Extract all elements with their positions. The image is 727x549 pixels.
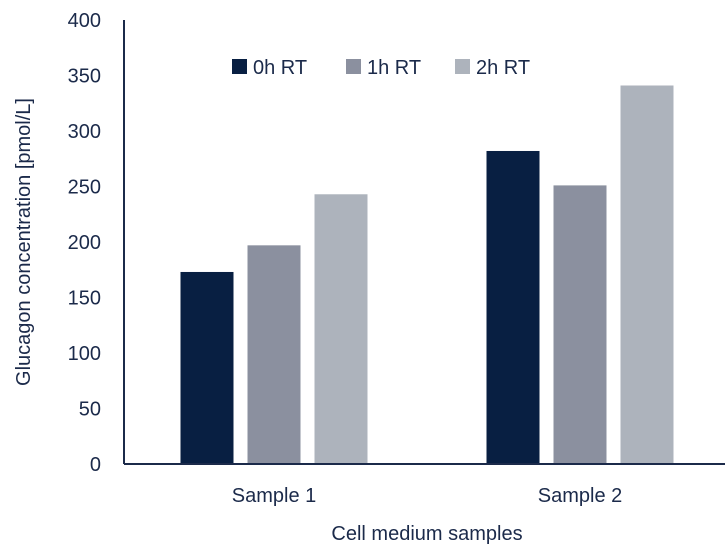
bar-2h-rt-sample-1 xyxy=(314,194,368,464)
legend-label: 2h RT xyxy=(476,57,530,79)
y-tick-label: 100 xyxy=(68,343,101,365)
y-tick-label: 250 xyxy=(68,177,101,199)
y-tick-label: 200 xyxy=(68,232,101,254)
x-tick-label: Sample 1 xyxy=(232,485,317,507)
y-tick-label: 300 xyxy=(68,121,101,143)
legend-label: 1h RT xyxy=(367,57,421,79)
y-axis-ticks: 0 50 100 150 200 250 300 350 400 xyxy=(68,10,101,476)
x-axis-title: Cell medium samples xyxy=(331,523,522,545)
x-axis-ticks: Sample 1 Sample 2 xyxy=(232,485,623,507)
y-tick-label: 400 xyxy=(68,10,101,32)
y-tick-label: 150 xyxy=(68,288,101,310)
y-tick-label: 50 xyxy=(79,399,101,421)
bar-1h-rt-sample-2 xyxy=(553,185,607,464)
bar-2h-rt-sample-2 xyxy=(620,85,674,465)
y-tick-label: 0 xyxy=(90,454,101,476)
legend: 0h RT 1h RT 2h RT xyxy=(232,57,530,79)
legend-swatch xyxy=(346,59,361,74)
legend-swatch xyxy=(232,59,247,74)
bars xyxy=(180,85,674,465)
bar-0h-rt-sample-1 xyxy=(180,271,234,464)
legend-label: 0h RT xyxy=(253,57,307,79)
y-tick-label: 350 xyxy=(68,66,101,88)
bar-1h-rt-sample-1 xyxy=(247,245,301,464)
bar-0h-rt-sample-2 xyxy=(486,150,540,465)
y-axis-title: Glucagon concentration [pmol/L] xyxy=(13,98,35,386)
x-tick-label: Sample 2 xyxy=(538,485,623,507)
legend-swatch xyxy=(455,59,470,74)
